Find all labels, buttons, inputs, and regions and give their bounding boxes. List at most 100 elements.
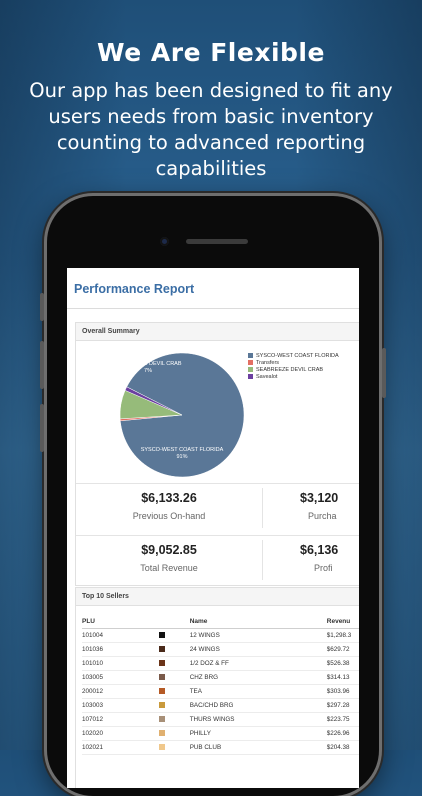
stat-value: $3,120 bbox=[300, 491, 339, 505]
table-header-row: PLU Name Revenu bbox=[82, 614, 359, 629]
cell-plu: 103003 bbox=[82, 698, 160, 713]
legend-swatch-icon bbox=[248, 360, 253, 365]
table-row[interactable]: 107012 THURS WINGS $223.75 bbox=[82, 712, 359, 727]
column-header-plu[interactable]: PLU bbox=[82, 614, 160, 629]
cell-name: 1/2 DOZ & FF bbox=[189, 656, 327, 671]
volume-up-button bbox=[40, 341, 44, 389]
cell-revenue: $1,298.3 bbox=[326, 628, 359, 643]
table-row[interactable]: 102020 PHILLY $226.96 bbox=[82, 726, 359, 741]
table-row[interactable]: 103005 CHZ BRG $314.13 bbox=[82, 670, 359, 685]
slice-label: SYSCO-WEST COAST FLORIDA bbox=[141, 447, 224, 453]
cell-revenue: $223.75 bbox=[326, 712, 359, 727]
cell-name: PUB CLUB bbox=[189, 740, 327, 755]
page-title: Performance Report bbox=[74, 282, 195, 296]
cell-revenue: $297.28 bbox=[326, 698, 359, 713]
cell-plu: 101036 bbox=[82, 642, 160, 657]
legend-item[interactable]: SEABREEZE DEVIL CRAB bbox=[248, 366, 339, 373]
table-row[interactable]: 101004 12 WINGS $1,298.3 bbox=[82, 628, 359, 643]
cell-revenue: $226.96 bbox=[326, 726, 359, 741]
cell-color bbox=[159, 642, 190, 657]
title-divider bbox=[67, 308, 359, 309]
legend-label: SEABREEZE DEVIL CRAB bbox=[256, 366, 324, 373]
legend-swatch-icon bbox=[248, 367, 253, 372]
legend-label: SYSCO-WEST COAST FLORIDA bbox=[256, 352, 339, 359]
cell-color bbox=[159, 670, 190, 685]
chart-legend: SYSCO-WEST COAST FLORIDA Transfers SEABREE… bbox=[248, 352, 339, 380]
color-swatch-icon bbox=[159, 730, 166, 737]
app-screen: Performance Report Overall Summary SYSCO… bbox=[67, 268, 359, 788]
cell-plu: 103005 bbox=[82, 670, 160, 685]
cell-plu: 101004 bbox=[82, 628, 160, 643]
legend-item[interactable]: Savealot bbox=[248, 373, 339, 380]
top-sellers-card: Top 10 Sellers PLU Name Revenu 101004 12 … bbox=[75, 587, 359, 788]
promo-subline: Our app has been designed to fit any use… bbox=[29, 79, 393, 180]
cell-color bbox=[159, 712, 190, 727]
cell-plu: 101010 bbox=[82, 656, 160, 671]
column-header-name[interactable]: Name bbox=[189, 614, 327, 629]
cell-name: TEA bbox=[189, 684, 327, 699]
front-camera-icon bbox=[160, 237, 169, 246]
slice-label: SEABREEZE DEVIL CRAB bbox=[114, 361, 181, 367]
stat-purchases: $3,120 Purcha bbox=[300, 491, 359, 521]
cell-revenue: $303.96 bbox=[326, 684, 359, 699]
legend-item[interactable]: SYSCO-WEST COAST FLORIDA bbox=[248, 352, 339, 359]
cell-color bbox=[159, 684, 190, 699]
promo-headline: We Are Flexible bbox=[97, 38, 325, 67]
cell-color bbox=[159, 740, 190, 755]
legend-label: Savealot bbox=[256, 373, 278, 380]
stat-profit: $6,136 Profi bbox=[300, 543, 359, 573]
color-swatch-icon bbox=[159, 632, 166, 639]
table-row[interactable]: 101010 1/2 DOZ & FF $526.38 bbox=[82, 656, 359, 671]
stat-divider bbox=[262, 488, 263, 528]
pie-slice[interactable] bbox=[120, 352, 245, 478]
table-row[interactable]: 102021 PUB CLUB $204.38 bbox=[82, 740, 359, 755]
stat-previous-onhand: $6,133.26 Previous On-hand bbox=[76, 491, 262, 521]
top-sellers-header: Top 10 Sellers bbox=[76, 588, 359, 606]
legend-item[interactable]: Transfers bbox=[248, 359, 339, 366]
cell-name: PHILLY bbox=[189, 726, 327, 741]
power-button bbox=[382, 348, 386, 398]
earpiece-speaker bbox=[186, 239, 248, 244]
cell-revenue: $526.38 bbox=[326, 656, 359, 671]
cell-color bbox=[159, 726, 190, 741]
table-row[interactable]: 200012 TEA $303.96 bbox=[82, 684, 359, 699]
cell-name: 12 WINGS bbox=[189, 628, 327, 643]
stat-divider bbox=[262, 540, 263, 580]
color-swatch-icon bbox=[159, 702, 166, 709]
cell-plu: 200012 bbox=[82, 684, 160, 699]
table-row[interactable]: 101036 24 WINGS $629.72 bbox=[82, 642, 359, 657]
table-row[interactable]: 103003 BAC/CHD BRG $297.28 bbox=[82, 698, 359, 713]
mute-switch bbox=[40, 293, 44, 321]
cell-color bbox=[159, 628, 190, 643]
pie-slice[interactable] bbox=[124, 386, 183, 416]
color-swatch-icon bbox=[159, 688, 166, 695]
stat-label: Purcha bbox=[308, 511, 337, 521]
stat-label: Total Revenue bbox=[140, 563, 198, 573]
slice-percent: 91% bbox=[176, 454, 187, 460]
color-swatch-icon bbox=[159, 716, 166, 723]
color-swatch-icon bbox=[159, 674, 166, 681]
stat-label: Previous On-hand bbox=[132, 511, 206, 521]
cell-color bbox=[159, 656, 190, 671]
column-header-revenue[interactable]: Revenu bbox=[326, 614, 359, 629]
summary-divider bbox=[76, 483, 359, 484]
stat-row-divider bbox=[76, 535, 359, 536]
top-sellers-table: PLU Name Revenu 101004 12 WINGS $1,298.3 10… bbox=[82, 614, 359, 755]
cell-name: 24 WINGS bbox=[189, 642, 327, 657]
cell-color bbox=[159, 698, 190, 713]
cell-revenue: $629.72 bbox=[326, 642, 359, 657]
color-swatch-icon bbox=[159, 660, 166, 667]
cell-plu: 102021 bbox=[82, 740, 160, 755]
legend-swatch-icon bbox=[248, 353, 253, 358]
overall-summary-card: Overall Summary SYSCO-WEST COAST FLORIDA… bbox=[75, 322, 359, 586]
cell-plu: 102020 bbox=[82, 726, 160, 741]
volume-down-button bbox=[40, 404, 44, 452]
legend-label: Transfers bbox=[256, 359, 280, 366]
phone-frame: Performance Report Overall Summary SYSCO… bbox=[40, 196, 386, 796]
cell-revenue: $314.13 bbox=[326, 670, 359, 685]
stat-value: $6,133.26 bbox=[141, 491, 197, 505]
column-header-color bbox=[159, 614, 190, 629]
stat-value: $9,052.85 bbox=[141, 543, 197, 557]
stat-value: $6,136 bbox=[300, 543, 339, 557]
